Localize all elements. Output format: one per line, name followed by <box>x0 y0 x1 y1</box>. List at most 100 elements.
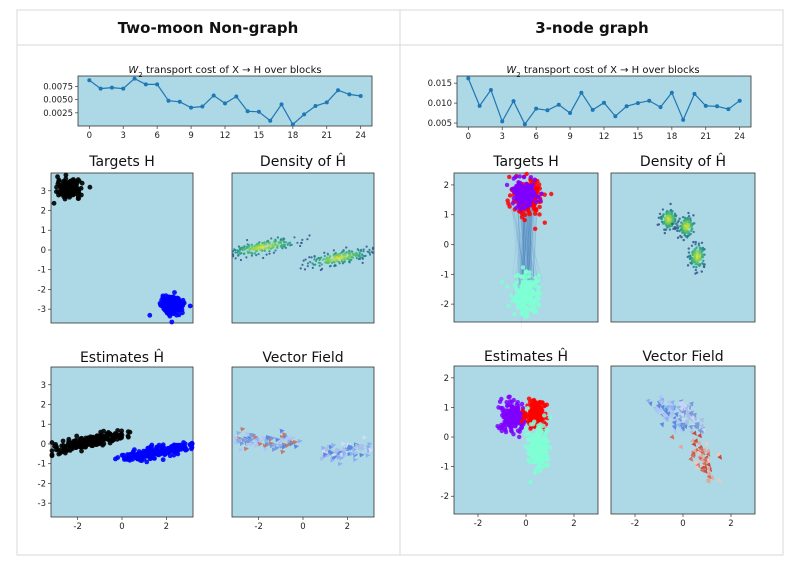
density-point <box>308 234 311 237</box>
green-point <box>528 293 533 298</box>
vector-arrow <box>692 416 698 422</box>
density-point <box>268 241 271 244</box>
blue-point <box>130 451 136 456</box>
density-point <box>258 243 261 246</box>
density-point <box>687 215 691 218</box>
right-density-title: Density of Ĥ <box>640 152 726 170</box>
density-point <box>688 254 692 257</box>
green-point <box>521 274 526 280</box>
blue-point <box>176 299 182 305</box>
blue-point <box>169 319 175 325</box>
density-point <box>248 245 251 248</box>
density-point <box>250 243 253 246</box>
purple-point <box>515 428 521 433</box>
transport-cost-point <box>166 98 171 103</box>
purple-point <box>511 397 516 403</box>
right-targets-title: Targets H <box>492 154 559 170</box>
right-vector-field-panel: -2 0 2 <box>610 365 756 529</box>
density-point <box>314 259 318 263</box>
density-point <box>311 266 314 269</box>
panel-plot-area <box>231 172 375 324</box>
density-point <box>328 265 332 268</box>
y-tick-label: 1 <box>41 420 46 430</box>
green-point <box>509 293 514 298</box>
red-point <box>520 211 525 217</box>
blue-point <box>160 449 165 454</box>
vector-arrow <box>692 448 697 454</box>
density-point <box>350 255 354 258</box>
density-point <box>676 229 679 233</box>
density-point <box>234 257 237 260</box>
black-point <box>53 189 59 195</box>
left-estimates-title: Estimates Ĥ <box>80 348 164 366</box>
density-point <box>364 254 367 258</box>
red-point <box>528 416 534 421</box>
green-point <box>533 438 538 444</box>
vector-arrow <box>658 400 663 406</box>
purple-point <box>517 174 522 179</box>
x-tick-label: 2 <box>164 522 169 532</box>
right-targets-panel: 2 1 0 -1 -2 <box>441 171 599 329</box>
density-point <box>665 224 668 228</box>
right-transport-title: W2 transport cost of X → H over blocks <box>506 65 699 79</box>
red-point <box>505 198 510 203</box>
density-point <box>313 258 316 261</box>
x-tick-label: 0 <box>466 132 471 142</box>
vector-arrow <box>691 430 697 436</box>
transport-cost-point <box>313 104 318 108</box>
transport-cost-point <box>647 98 652 103</box>
transport-cost-point <box>324 100 329 105</box>
transport-cost-point <box>223 101 227 106</box>
density-point <box>335 256 339 259</box>
x-tick-label: 0 <box>87 131 92 141</box>
density-point <box>691 253 694 257</box>
density-point <box>276 236 279 239</box>
purple-point <box>496 405 501 410</box>
x-tick-label: -2 <box>73 522 81 532</box>
y-tick-label: -3 <box>38 499 46 509</box>
density-point <box>299 244 302 248</box>
purple-point <box>519 401 525 407</box>
purple-point <box>509 426 514 431</box>
vector-arrow <box>672 429 678 435</box>
density-point <box>282 240 286 243</box>
density-point <box>690 262 693 265</box>
vector-arrow <box>690 452 696 459</box>
density-point <box>303 268 307 271</box>
transport-cost-point <box>358 94 363 98</box>
density-point <box>272 251 276 254</box>
density-point <box>333 255 337 258</box>
density-point <box>687 220 690 224</box>
density-point <box>694 268 698 272</box>
red-point <box>531 203 537 208</box>
density-point <box>690 227 694 230</box>
density-point <box>351 252 354 255</box>
density-point <box>696 253 699 256</box>
density-point <box>277 241 280 244</box>
density-point <box>264 243 267 246</box>
vector-arrow <box>709 474 715 481</box>
density-point <box>667 225 670 228</box>
density-point <box>244 247 247 250</box>
density-point <box>361 257 364 260</box>
green-point <box>532 419 537 424</box>
vector-arrow <box>698 446 704 452</box>
green-point <box>535 427 540 432</box>
purple-point <box>515 417 520 423</box>
density-point <box>328 256 331 259</box>
blue-point <box>189 446 194 452</box>
green-point <box>543 456 548 461</box>
green-point <box>529 284 534 289</box>
vector-arrow <box>659 422 665 428</box>
transport-path <box>529 205 532 295</box>
blue-point <box>143 448 149 454</box>
density-point <box>661 214 665 217</box>
right-transport-title-sub: 2 <box>516 71 520 79</box>
transport-cost-point <box>290 122 295 127</box>
transport-cost-point <box>726 107 731 112</box>
purple-point <box>538 198 543 203</box>
transport-cost-point <box>568 111 573 116</box>
y-tick-label: 1 <box>444 211 449 221</box>
density-point <box>696 250 699 253</box>
